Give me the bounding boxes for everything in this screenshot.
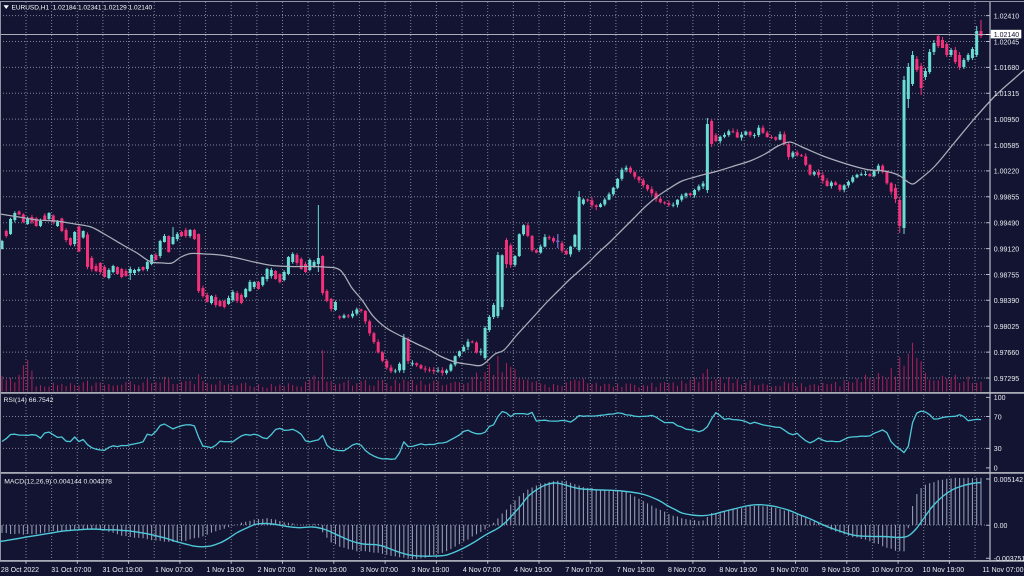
svg-text:7 Nov 07:00: 7 Nov 07:00 [565,567,603,574]
svg-text:1 Nov 07:00: 1 Nov 07:00 [155,567,193,574]
svg-text:8 Nov 07:00: 8 Nov 07:00 [668,567,706,574]
svg-text:3 Nov 19:00: 3 Nov 19:00 [412,567,450,574]
svg-text:0.97295: 0.97295 [994,376,1019,383]
svg-text:4 Nov 19:00: 4 Nov 19:00 [514,567,552,574]
svg-text:30: 30 [994,446,1002,453]
svg-text:1.02140: 1.02140 [994,32,1019,39]
svg-text:0.00: 0.00 [994,523,1008,530]
svg-text:MACD(12,26,9) 0.004144 0.00437: MACD(12,26,9) 0.004144 0.004378 [4,478,112,485]
svg-text:9 Nov 19:00: 9 Nov 19:00 [822,567,860,574]
svg-text:0.005142: 0.005142 [994,477,1023,484]
svg-text:100: 100 [994,395,1006,402]
svg-text:28 Oct 2022: 28 Oct 2022 [1,567,39,574]
svg-text:0.99120: 0.99120 [994,246,1019,253]
svg-text:2 Nov 19:00: 2 Nov 19:00 [309,567,347,574]
svg-text:0.98390: 0.98390 [994,298,1019,305]
svg-text:1.01315: 1.01315 [994,91,1019,98]
svg-text:EURUSD,H1 1.02184 1.02341 1.0: EURUSD,H1 1.02184 1.02341 1.02129 1.0214… [12,4,153,11]
svg-text:31 Oct 07:00: 31 Oct 07:00 [51,567,91,574]
svg-text:1 Nov 19:00: 1 Nov 19:00 [206,567,244,574]
svg-text:10 Nov 19:00: 10 Nov 19:00 [923,567,965,574]
svg-text:0.98755: 0.98755 [994,272,1019,279]
svg-text:1.02045: 1.02045 [994,39,1019,46]
svg-text:1.02410: 1.02410 [994,13,1019,20]
svg-text:0.99855: 0.99855 [994,195,1019,202]
svg-text:2 Nov 07:00: 2 Nov 07:00 [258,567,296,574]
svg-text:1.00220: 1.00220 [994,169,1019,176]
svg-text:-0.003751: -0.003751 [994,556,1024,563]
svg-text:0: 0 [994,466,998,473]
svg-text:1.00950: 1.00950 [994,117,1019,124]
svg-text:10 Nov 07:00: 10 Nov 07:00 [871,567,913,574]
svg-text:0.99490: 0.99490 [994,221,1019,228]
svg-text:70: 70 [994,414,1002,421]
svg-text:7 Nov 19:00: 7 Nov 19:00 [617,567,655,574]
svg-text:RSI(14) 66.7542: RSI(14) 66.7542 [4,397,54,404]
svg-text:8 Nov 19:00: 8 Nov 19:00 [719,567,757,574]
svg-text:1.01680: 1.01680 [994,65,1019,72]
svg-text:4 Nov 07:00: 4 Nov 07:00 [463,567,501,574]
svg-text:0.97660: 0.97660 [994,350,1019,357]
svg-text:0.98025: 0.98025 [994,324,1019,331]
svg-text:11 Nov 07:00: 11 Nov 07:00 [982,567,1023,574]
svg-text:31 Oct 19:00: 31 Oct 19:00 [103,567,143,574]
svg-text:3 Nov 07:00: 3 Nov 07:00 [360,567,398,574]
svg-text:9 Nov 07:00: 9 Nov 07:00 [771,567,809,574]
svg-text:1.00585: 1.00585 [994,143,1019,150]
